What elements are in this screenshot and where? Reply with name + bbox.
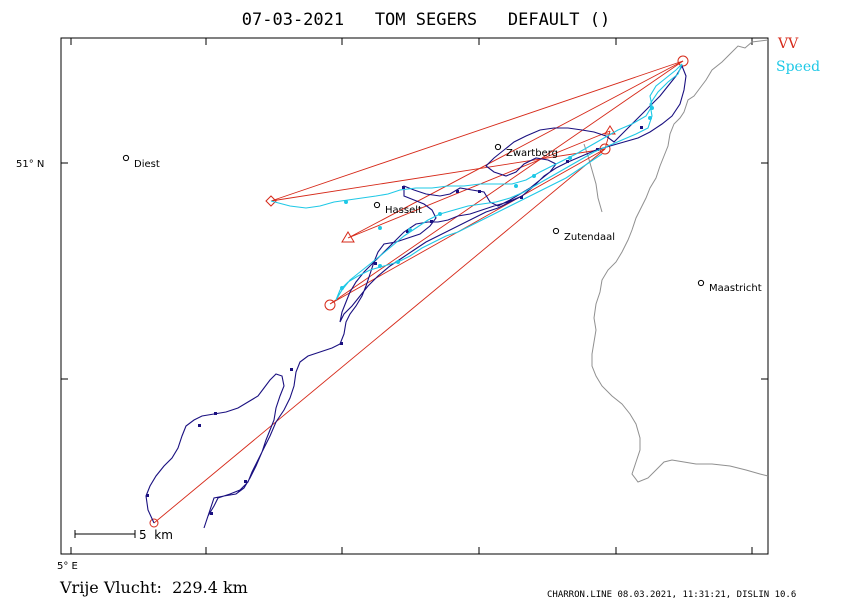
scale-bar-label: 5 km xyxy=(139,528,173,542)
plot-frame xyxy=(60,37,769,555)
places-layer: Diest Zwartberg Hasselt Zutendaal Maastr… xyxy=(122,143,762,294)
place-label-zwartberg: Zwartberg xyxy=(506,148,558,159)
place-dot-diest xyxy=(122,154,130,162)
track-points xyxy=(146,126,643,515)
place-dot-zutendaal xyxy=(552,227,560,235)
place-dot-zwartberg xyxy=(494,143,502,151)
flight-track xyxy=(145,64,687,529)
place-dot-maastricht xyxy=(697,279,705,287)
longitude-label: 5° E xyxy=(57,561,78,572)
diamond-marker xyxy=(265,195,277,207)
latitude-label: 51° N xyxy=(16,159,44,170)
legend-speed: Speed xyxy=(776,59,820,75)
axis-ticks xyxy=(61,38,768,554)
speed-points xyxy=(340,106,654,290)
map-title: 07-03-2021 TOM SEGERS DEFAULT () xyxy=(242,10,610,30)
legend-vv: VV xyxy=(777,36,799,52)
place-label-hasselt: Hasselt xyxy=(385,205,422,216)
scale-bar xyxy=(74,530,136,538)
triangle-marker xyxy=(341,231,355,243)
task-lines xyxy=(153,60,684,524)
turnpoint-marker xyxy=(324,299,336,311)
flight-distance: Vrije Vlucht: 229.4 km xyxy=(59,578,248,597)
place-label-maastricht: Maastricht xyxy=(709,283,762,294)
task-markers xyxy=(149,55,689,528)
speed-track xyxy=(270,63,683,301)
footer-credits: CHARRON.LINE 08.03.2021, 11:31:21, DISLI… xyxy=(547,590,796,600)
start-marker xyxy=(149,518,159,528)
place-dot-hasselt xyxy=(373,201,381,209)
place-label-zutendaal: Zutendaal xyxy=(564,232,615,243)
place-label-diest: Diest xyxy=(134,159,160,170)
country-border xyxy=(591,39,769,483)
turnpoint-marker xyxy=(677,55,689,67)
